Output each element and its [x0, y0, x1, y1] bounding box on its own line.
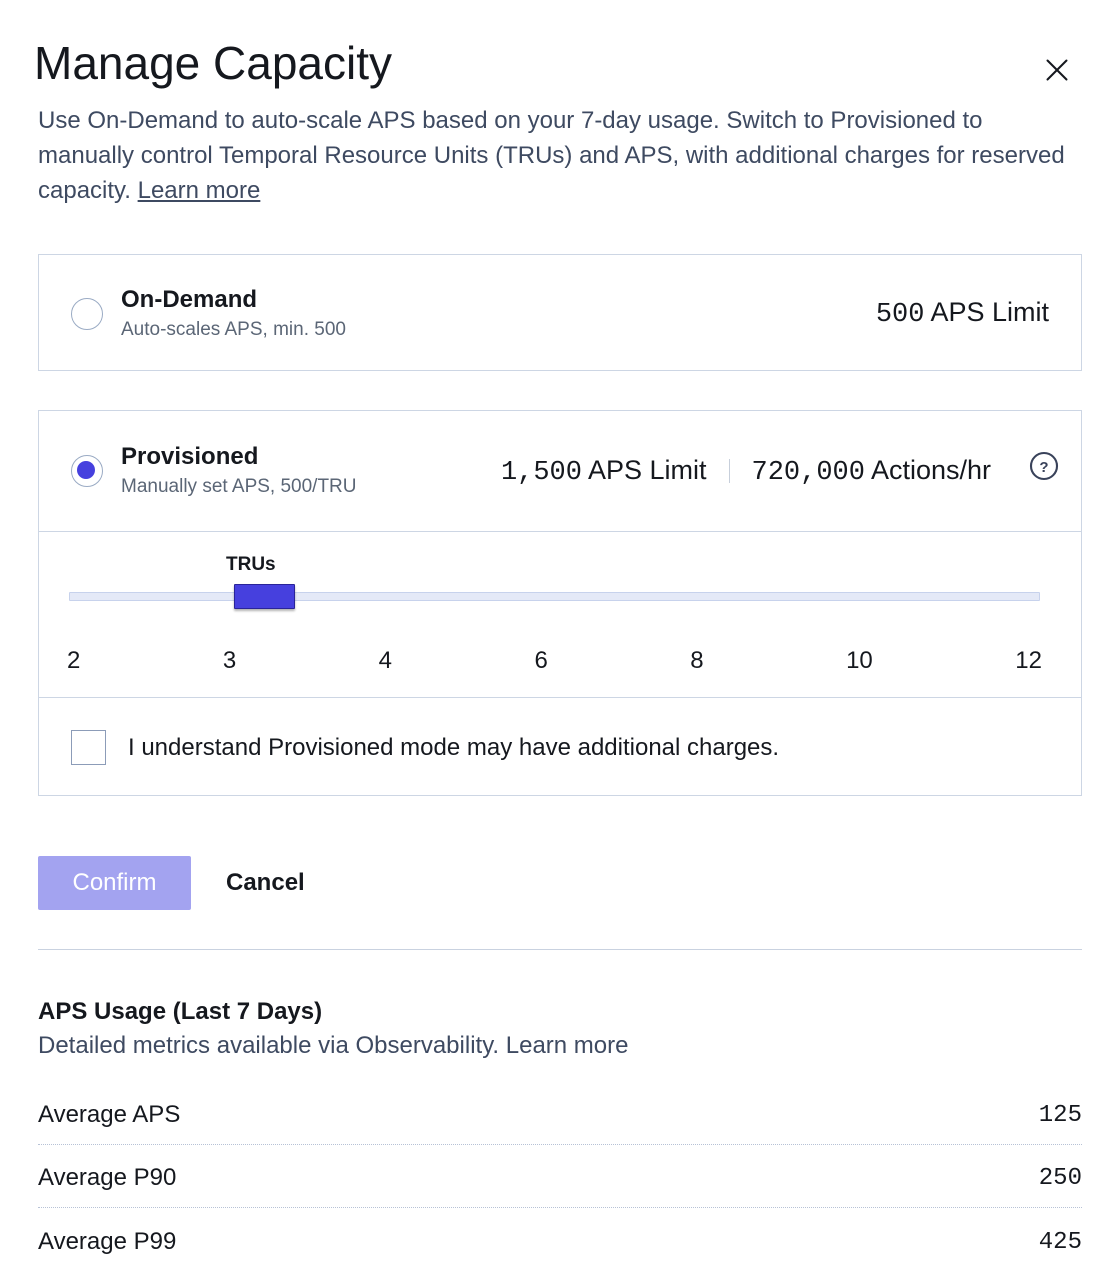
svg-text:?: ?	[1039, 458, 1048, 475]
